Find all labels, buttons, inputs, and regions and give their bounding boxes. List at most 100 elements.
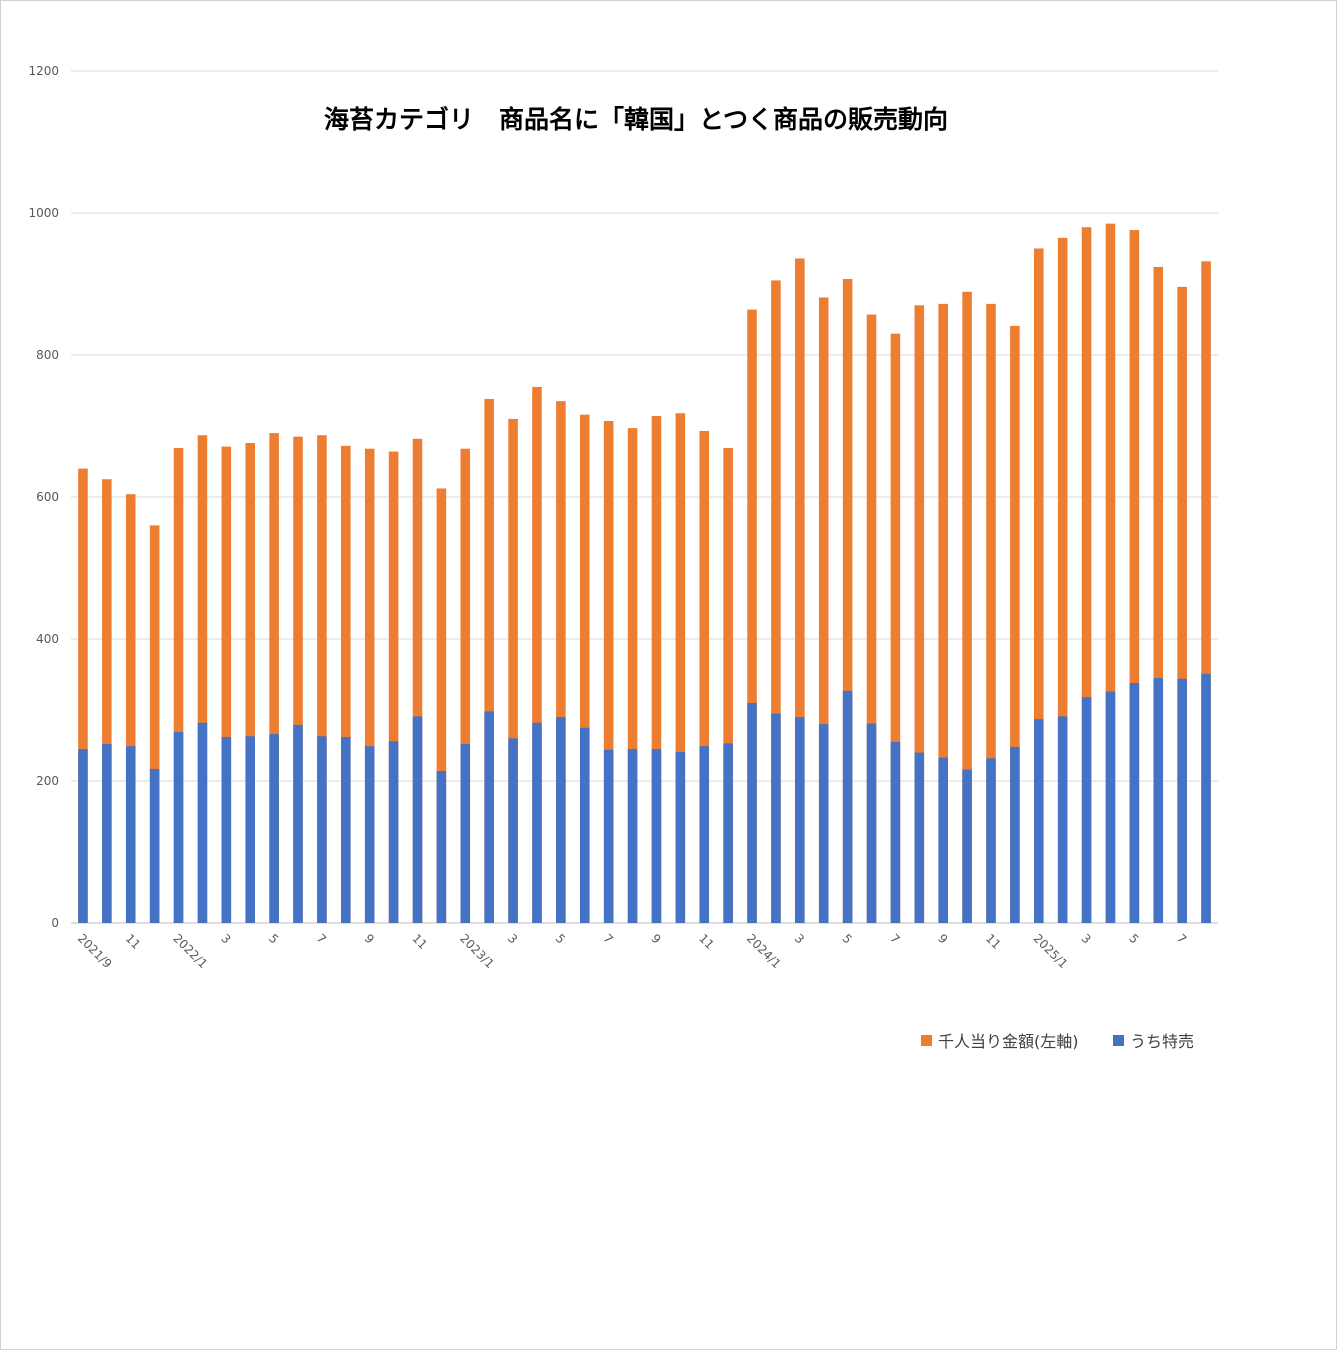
bar-special [173, 732, 184, 923]
bar-special [436, 771, 447, 923]
bar-special [1057, 716, 1068, 923]
bar-special [484, 711, 494, 923]
y-tick-label: 200 [36, 774, 59, 788]
x-tick-label: 3 [505, 931, 520, 946]
x-tick-label: 5 [553, 931, 568, 946]
bar-special [651, 749, 662, 923]
x-tick-label: 2022/1 [170, 931, 210, 971]
bars [78, 223, 1211, 924]
y-tick-label: 400 [36, 632, 59, 646]
bar-special [818, 724, 829, 923]
bar-total [245, 443, 255, 923]
x-tick-label: 7 [314, 931, 329, 946]
bar-special [627, 749, 638, 923]
bar-special [293, 724, 303, 923]
x-tick-label: 2024/1 [744, 931, 784, 971]
bar-special [579, 727, 590, 923]
bar-special [532, 722, 542, 923]
bar-special [245, 736, 255, 923]
x-tick-label: 2023/1 [457, 931, 497, 971]
bar-total [603, 421, 614, 923]
bar-total [293, 436, 303, 923]
bar-special [269, 734, 279, 923]
bar-total [532, 386, 542, 923]
bar-total [795, 258, 805, 923]
bar-total [341, 445, 351, 923]
y-tick-labels: 0 200 400 600 800 1000 1200 [28, 64, 59, 930]
bar-special [771, 713, 781, 923]
x-tick-label: 7 [1174, 931, 1189, 946]
bar-total [173, 448, 184, 923]
x-tick-label: 5 [839, 931, 854, 946]
bar-total [269, 433, 279, 923]
bar-total [723, 448, 733, 923]
x-tick-label: 11 [409, 931, 430, 952]
bar-special [914, 752, 925, 923]
bar-special [1177, 678, 1187, 923]
chart-title: 海苔カテゴリ 商品名に「韓国」とつく商品の販売動向 [324, 105, 948, 134]
bar-total [1034, 248, 1044, 923]
y-tick-label: 800 [36, 348, 59, 362]
bar-special [890, 741, 901, 923]
bar-total [556, 401, 566, 923]
x-tick-label: 3 [1078, 931, 1093, 946]
bar-total [914, 305, 925, 923]
bar-special [603, 749, 614, 923]
bar-total [125, 494, 136, 923]
bar-total [197, 435, 208, 923]
bar-total [842, 279, 853, 923]
bar-special [412, 716, 423, 923]
bar-special [1129, 683, 1140, 923]
bar-special [78, 749, 88, 923]
bar-special [795, 717, 805, 923]
bar-special [149, 768, 160, 923]
bar-total [78, 468, 88, 923]
bar-special [1081, 697, 1092, 923]
bar-total [699, 430, 710, 923]
bar-total [149, 525, 160, 923]
bar-special [221, 736, 232, 923]
bar-total [1057, 237, 1068, 924]
x-tick-label: 2021/9 [75, 931, 115, 971]
bar-total [627, 428, 638, 923]
bar-total [221, 446, 232, 923]
bar-special [866, 723, 877, 923]
bar-total [1129, 230, 1140, 924]
x-tick-label: 3 [792, 931, 807, 946]
bar-total [102, 479, 112, 923]
x-tick-label: 3 [218, 931, 233, 946]
x-tick-label: 9 [935, 931, 950, 946]
bar-total [818, 297, 829, 923]
x-tick-label: 9 [362, 931, 377, 946]
bar-total [1177, 286, 1187, 924]
x-tick-label: 11 [696, 931, 717, 952]
bar-special [341, 736, 351, 923]
y-tick-label: 1200 [28, 64, 59, 78]
bar-special [1153, 678, 1164, 923]
x-tick-label: 5 [1126, 931, 1141, 946]
bar-total [651, 416, 662, 923]
bar-total [1081, 227, 1092, 923]
bar-total [388, 451, 399, 923]
bar-special [1105, 691, 1116, 923]
bar-special [1201, 673, 1211, 923]
bar-total [675, 413, 686, 923]
y-tick-label: 600 [36, 490, 59, 504]
bar-special [364, 746, 375, 923]
bar-total [986, 303, 996, 923]
gridlines [71, 70, 1218, 924]
bar-special [675, 751, 686, 923]
x-tick-label: 9 [648, 931, 663, 946]
bar-total [962, 291, 972, 923]
bar-special [1010, 746, 1020, 923]
bar-total [364, 448, 375, 923]
bar-total [460, 448, 471, 923]
bar-total [317, 435, 327, 923]
x-tick-label: 5 [266, 931, 281, 946]
bar-special [508, 738, 518, 923]
legend-label-special: うち特売 [1130, 1032, 1194, 1051]
bar-total [484, 399, 494, 923]
bar-special [747, 702, 757, 923]
